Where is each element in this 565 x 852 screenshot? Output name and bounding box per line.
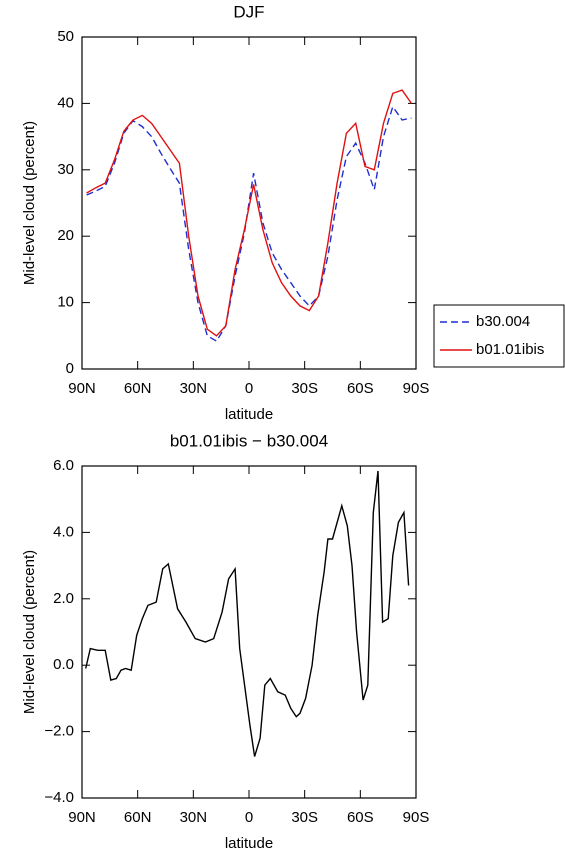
chart-title: DJF	[233, 2, 264, 21]
y-tick-label: 10	[57, 294, 74, 311]
y-tick-label: 2.0	[53, 590, 74, 607]
x-tick-label: 0	[245, 809, 253, 826]
x-tick-label: 30S	[291, 380, 318, 397]
y-tick-label: 20	[57, 227, 74, 244]
x-tick-label: 90S	[403, 380, 430, 397]
x-tick-label: 60S	[347, 809, 374, 826]
y-axis-label: Mid-level cloud (percent)	[21, 121, 38, 285]
x-tick-label: 90N	[68, 809, 96, 826]
x-tick-label: 60N	[124, 380, 152, 397]
x-tick-label: 90S	[403, 809, 430, 826]
legend-label: b30.004	[476, 313, 530, 330]
series-line	[86, 105, 412, 343]
x-tick-label: 60N	[124, 809, 152, 826]
x-tick-label: 30S	[291, 809, 318, 826]
series-line	[85, 470, 410, 757]
y-tick-label: 0.0	[53, 656, 74, 673]
series-line	[86, 89, 412, 337]
x-axis-label: latitude	[225, 406, 273, 423]
legend-box	[433, 304, 565, 368]
y-tick-label: 6.0	[53, 457, 74, 474]
y-tick-label: 0	[66, 360, 74, 377]
y-axis-label: Mid-level cloud (percent)	[21, 550, 38, 714]
y-tick-label: 50	[57, 28, 74, 45]
x-tick-label: 0	[245, 380, 253, 397]
y-tick-label: 4.0	[53, 523, 74, 540]
x-tick-label: 90N	[68, 380, 96, 397]
x-axis-label: latitude	[225, 835, 273, 852]
legend-label: b01.01ibis	[476, 341, 544, 358]
plot-frame	[81, 36, 417, 370]
plot-frame	[81, 465, 417, 799]
y-tick-label: 30	[57, 161, 74, 178]
y-tick-label: −4.0	[44, 789, 74, 806]
chart-title: b01.01ibis − b30.004	[170, 431, 328, 450]
x-tick-label: 60S	[347, 380, 374, 397]
y-tick-label: 40	[57, 94, 74, 111]
x-tick-label: 30N	[180, 809, 208, 826]
x-tick-label: 30N	[180, 380, 208, 397]
y-tick-label: −2.0	[44, 723, 74, 740]
